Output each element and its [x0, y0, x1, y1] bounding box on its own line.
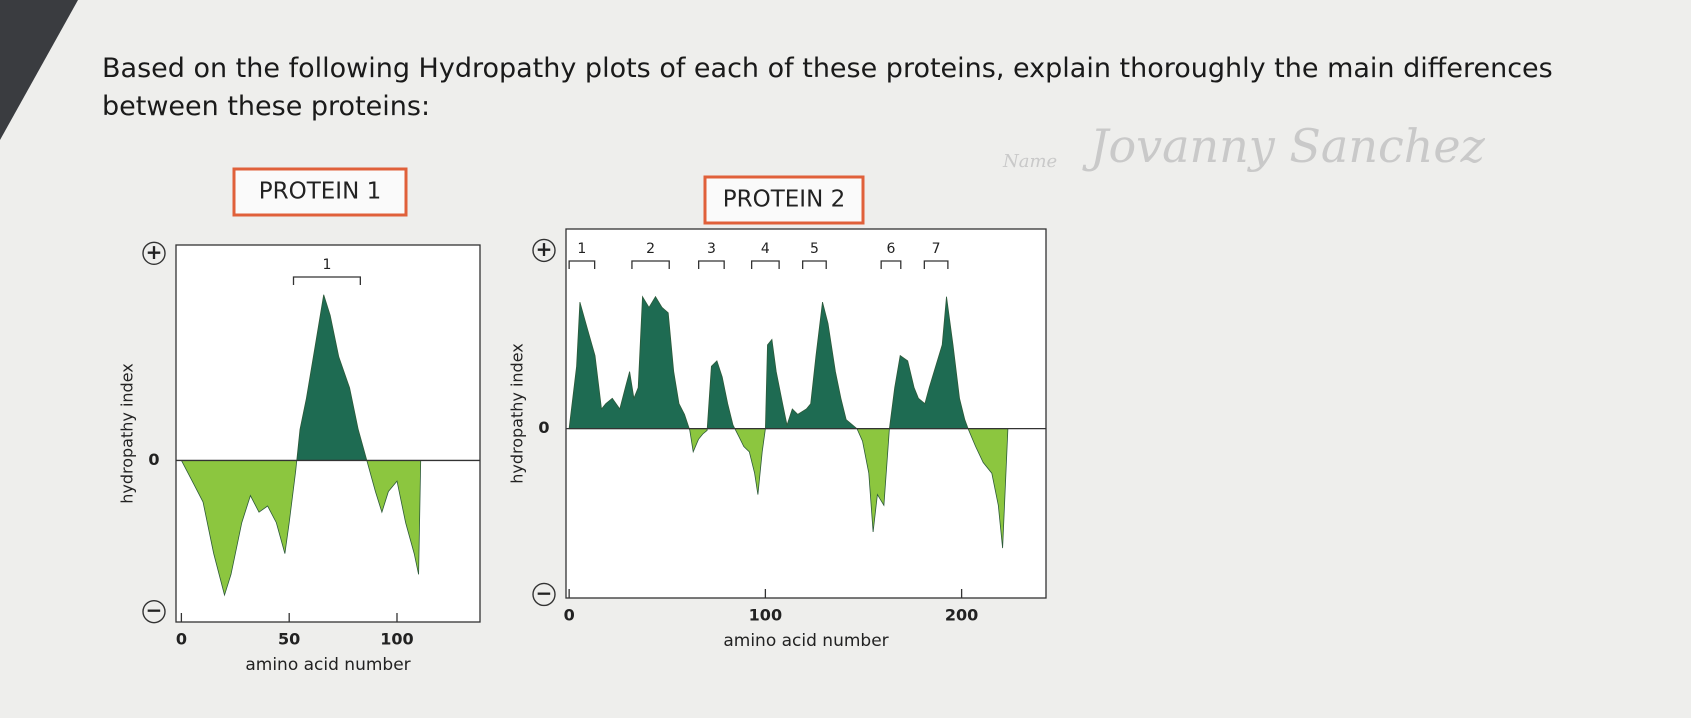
segment-bracket	[750, 260, 780, 269]
y-tick-label: 0	[148, 450, 159, 469]
y-tick-label: +	[536, 237, 553, 261]
y-tick-label: +	[146, 240, 163, 264]
y-tick-circle	[142, 599, 166, 624]
hydropathy-area	[568, 295, 1009, 549]
y-axis-label: hydropathy index	[508, 343, 527, 483]
chart-title: PROTEIN 2	[723, 187, 845, 213]
question: Based on the following Hydropathy plots …	[102, 53, 1553, 122]
segment-label: 1	[577, 241, 586, 257]
x-axis-label: amino acid number	[245, 655, 410, 675]
segment-label: 5	[810, 241, 819, 257]
title-box	[703, 175, 865, 225]
hydropathy-area	[180, 294, 422, 597]
x-tick-label: 100	[749, 606, 782, 625]
x-axis-label: amino acid number	[723, 631, 888, 651]
chart-title: PROTEIN 1	[259, 179, 381, 205]
y-axis-label: hydropathy index	[118, 363, 137, 503]
segment-bracket	[698, 260, 725, 269]
segment-bracket	[802, 260, 827, 269]
name-label: Name	[1002, 151, 1057, 172]
y-tick-circle	[532, 582, 556, 607]
segment-label: 7	[932, 241, 941, 257]
segment-bracket	[568, 260, 596, 269]
segment-bracket	[292, 276, 361, 285]
segment-label: 3	[707, 241, 716, 257]
segment-bracket	[923, 260, 949, 269]
y-tick-label: 0	[538, 418, 549, 437]
y-tick-circle	[142, 241, 166, 265]
segment-label: 2	[646, 241, 655, 257]
title-box	[232, 167, 408, 217]
x-tick-label: 50	[278, 630, 300, 649]
y-tick-circle	[532, 238, 556, 263]
segment-label: 4	[761, 241, 770, 257]
segment-label: 6	[887, 241, 896, 257]
student-name: Jovanny Sanchez	[1082, 119, 1486, 173]
x-tick-label: 100	[380, 630, 413, 649]
y-tick-label: −	[146, 598, 163, 622]
y-tick-label: −	[536, 581, 553, 605]
desk-corner	[0, 0, 78, 140]
segment-label: 1	[322, 257, 331, 273]
segment-bracket	[631, 260, 670, 269]
segment-bracket	[880, 260, 902, 269]
x-tick-label: 200	[945, 606, 978, 625]
x-tick-label: 0	[564, 606, 575, 625]
x-tick-label: 0	[176, 630, 187, 649]
